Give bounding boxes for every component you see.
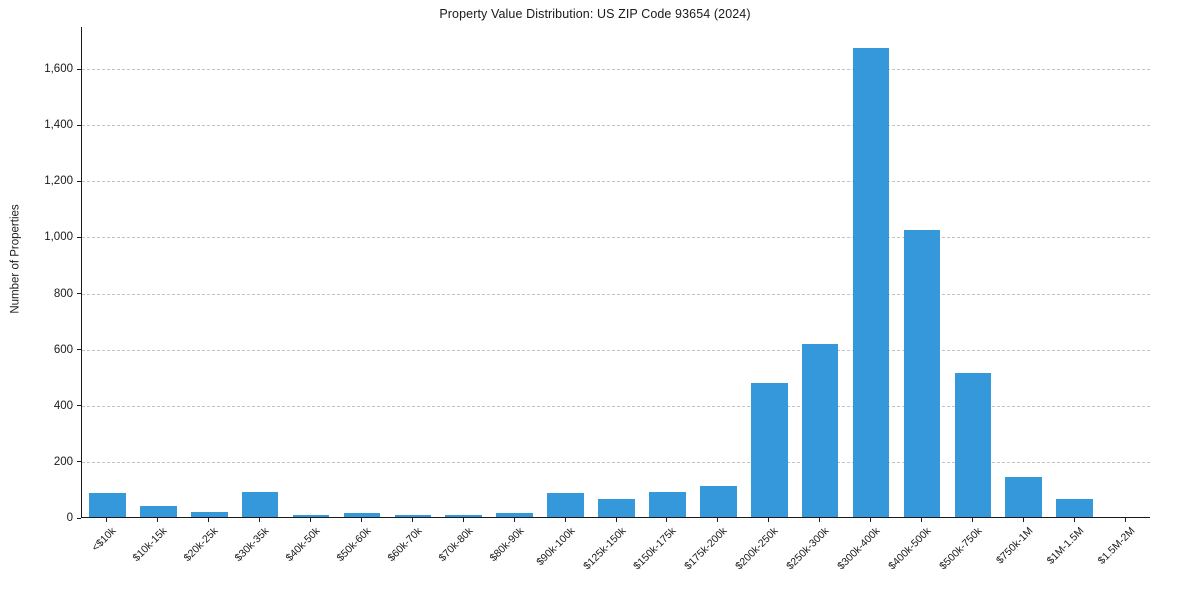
y-axis-tick-label: 1,000 (44, 231, 73, 244)
y-axis-tick-mark (77, 180, 81, 182)
x-axis-tick-mark (157, 518, 159, 522)
x-axis-tick-label: $750k-1M (993, 525, 1036, 567)
bar (1056, 499, 1093, 517)
bar (750, 382, 788, 517)
x-axis-tick-label: $175k-200k (682, 525, 730, 573)
bar (89, 493, 126, 517)
x-axis-tick-label: $125k-150k (580, 525, 628, 573)
bar (241, 492, 279, 517)
bar (954, 373, 992, 517)
bar (292, 515, 330, 517)
x-axis-tick-mark (971, 518, 973, 522)
y-axis-tick: 400 (54, 400, 81, 412)
x-axis-tick-mark (1022, 518, 1024, 522)
y-axis-tick-label: 200 (53, 455, 73, 468)
bar (190, 511, 228, 517)
y-axis-ticks: 0 200 400 600 800 1,000 1,200 1,400 1,600 (0, 27, 81, 524)
y-axis-tick-mark (77, 236, 81, 238)
y-axis-tick: 800 (54, 288, 81, 300)
x-axis-tick-mark (666, 518, 668, 522)
x-axis-tick-mark (768, 518, 770, 522)
bar (598, 499, 635, 517)
x-axis-tick-label: $400k-500k (886, 525, 934, 573)
x-axis-tick-label: $1M-1.5M (1044, 525, 1087, 567)
x-axis-tick-label: $250k-300k (784, 525, 832, 573)
y-axis-tick-label: 400 (53, 399, 73, 412)
x-axis-tick-mark (615, 518, 617, 522)
y-axis-tick-label: 0 (66, 512, 73, 524)
x-axis-tick-mark (259, 518, 261, 522)
x-axis-tick-label: $50k-60k (334, 525, 374, 565)
x-axis-tick-mark (208, 518, 210, 522)
x-axis-tick-mark (310, 518, 312, 522)
y-axis-tick-mark (77, 124, 81, 126)
x-axis-tick-mark (411, 518, 413, 522)
x-axis-tick-mark (1073, 518, 1075, 522)
x-axis-tick-label: $500k-750k (937, 525, 985, 573)
y-axis-tick: 1,200 (44, 175, 81, 187)
y-axis-tick-mark (77, 293, 81, 295)
y-axis-tick-label: 1,600 (44, 63, 73, 76)
y-axis-tick-mark (77, 517, 81, 519)
x-axis-tick-label: $40k-50k (283, 525, 323, 565)
x-axis-tick-mark (513, 518, 515, 522)
y-axis-tick: 1,400 (44, 119, 81, 131)
x-axis-tick-mark (870, 518, 872, 522)
x-axis-tick-label: $90k-100k (533, 525, 578, 569)
plot-area (81, 27, 1150, 518)
x-axis-tick-mark (360, 518, 362, 522)
bar (343, 512, 381, 517)
x-axis-tick-label: $300k-400k (835, 525, 883, 573)
bar-series (82, 27, 1150, 517)
y-axis-tick-mark (77, 349, 81, 351)
y-axis-tick: 1,600 (44, 63, 81, 75)
bar (496, 513, 533, 517)
x-axis-tick-label: $80k-90k (487, 525, 527, 565)
x-axis-tick-mark (1124, 518, 1126, 522)
x-axis-tick-mark (920, 518, 922, 522)
x-axis-ticks: <$10k $10k-15k $20k-25k $30k-35k $40k-50k $50… (81, 518, 1150, 590)
y-axis-tick-label: 1,400 (44, 119, 73, 132)
y-axis-tick: 1,000 (44, 231, 81, 243)
x-axis-tick-mark (819, 518, 821, 522)
y-axis-tick-label: 800 (53, 287, 73, 300)
x-axis-tick-label: $200k-250k (733, 525, 781, 573)
y-axis-tick: 600 (54, 344, 81, 356)
y-axis-tick: 200 (54, 456, 81, 468)
bar (547, 493, 584, 517)
bar (140, 506, 177, 517)
x-axis-tick-mark (717, 518, 719, 522)
bar (445, 515, 483, 517)
y-axis-tick-label: 1,200 (44, 175, 73, 188)
bar (801, 344, 839, 517)
x-axis-tick-mark (106, 518, 108, 522)
x-axis-tick-label: $150k-175k (631, 525, 679, 573)
x-axis-tick-mark (462, 518, 464, 522)
bar (1005, 477, 1043, 517)
x-axis-tick-label: $20k-25k (181, 525, 221, 565)
y-axis-tick-label: 600 (53, 343, 73, 356)
bar (649, 492, 686, 517)
bar (852, 47, 890, 517)
bar (699, 485, 737, 517)
x-axis-tick-label: $30k-35k (232, 525, 272, 565)
x-axis-tick-label: $1.5M-2M (1095, 525, 1138, 567)
x-axis-tick-mark (564, 518, 566, 522)
x-axis-tick-label: $70k-80k (436, 525, 476, 565)
bar (903, 229, 941, 517)
y-axis-tick-mark (77, 461, 81, 463)
x-axis-tick-label: $10k-15k (130, 525, 170, 565)
chart-title: Property Value Distribution: US ZIP Code… (439, 7, 751, 21)
y-axis-tick-mark (77, 68, 81, 70)
y-axis-tick: 0 (67, 512, 81, 524)
x-axis-tick-label: <$10k (89, 525, 119, 554)
y-axis-tick-mark (77, 405, 81, 407)
x-axis-tick-label: $60k-70k (385, 525, 425, 565)
bar (394, 515, 432, 517)
